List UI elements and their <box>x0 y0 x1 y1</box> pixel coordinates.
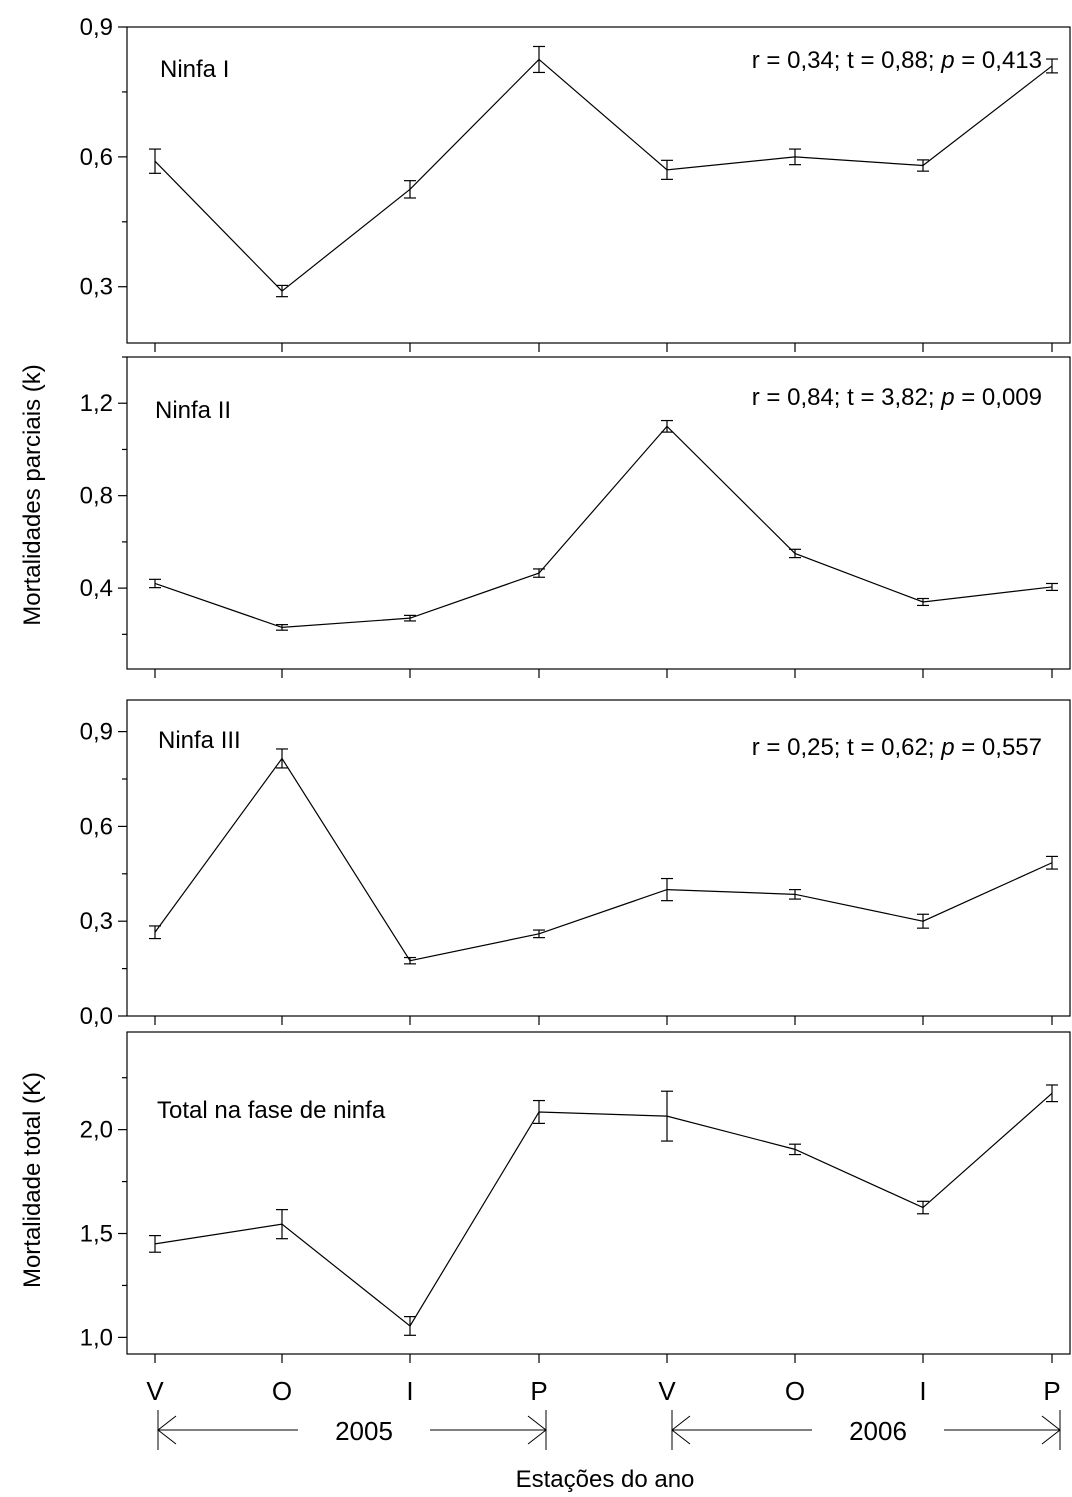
error-bar <box>661 159 673 180</box>
year-span-2005: 2005 <box>157 1410 547 1450</box>
error-bar <box>661 877 673 902</box>
error-bar <box>533 929 545 939</box>
error-bar <box>533 1099 545 1125</box>
y-tick-label: 0,3 <box>80 274 113 301</box>
x-category-label: P <box>530 1376 547 1406</box>
panel-2: 0,4 0,8 1,2 Ninfa II r = 0,84; t = 3,82; p =… <box>80 356 1071 678</box>
error-bar <box>917 1200 929 1215</box>
y-tick-label: 0,9 <box>80 14 113 41</box>
y-tick-label: 1,5 <box>80 1221 113 1248</box>
error-bar <box>533 568 545 578</box>
error-bar <box>917 913 929 929</box>
error-bar <box>1046 58 1058 74</box>
y-tick-label: 0,9 <box>80 719 113 746</box>
error-bar <box>1046 582 1058 592</box>
x-category-label: I <box>406 1376 413 1406</box>
x-category-label: V <box>658 1376 676 1406</box>
error-bar <box>149 925 161 940</box>
panel-4: 1,0 1,5 2,0 Total na fase de ninfa <box>80 1031 1071 1363</box>
series-line <box>154 1092 1053 1327</box>
year-span-2006: 2006 <box>671 1410 1061 1450</box>
x-category-label: I <box>919 1376 926 1406</box>
error-bar <box>789 548 801 559</box>
error-bar <box>1046 855 1058 870</box>
error-bar <box>276 1209 288 1240</box>
series-line <box>154 757 1053 962</box>
y-tick-label: 0,3 <box>80 908 113 935</box>
stat-annotation: r = 0,84; t = 3,82; p = 0,009 <box>752 384 1042 411</box>
y-tick-label: 0,0 <box>80 1003 113 1030</box>
stat-annotation: r = 0,25; t = 0,62; p = 0,557 <box>752 734 1042 761</box>
year-label: 2005 <box>335 1416 393 1446</box>
y-tick-label: 2,0 <box>80 1117 113 1144</box>
panel-label: Ninfa III <box>158 727 241 754</box>
plot-frame <box>126 356 1071 670</box>
stat-annotation: r = 0,34; t = 0,88; p = 0,413 <box>752 47 1042 74</box>
panel-label: Total na fase de ninfa <box>157 1097 386 1124</box>
x-category-label: O <box>272 1376 292 1406</box>
plot-frame <box>126 699 1071 1017</box>
error-bar <box>1046 1084 1058 1103</box>
series-line <box>154 58 1053 292</box>
panel-label: Ninfa II <box>155 397 231 424</box>
error-bar <box>789 148 801 166</box>
error-bar <box>149 1234 161 1253</box>
error-bar <box>661 419 673 433</box>
error-bar <box>661 1090 673 1142</box>
y-tick-label: 0,4 <box>80 575 113 602</box>
error-bar <box>276 748 288 769</box>
x-category-label: P <box>1043 1376 1060 1406</box>
y-tick-label: 1,2 <box>80 390 113 417</box>
error-bar <box>917 159 929 172</box>
error-bar <box>276 284 288 298</box>
year-label: 2006 <box>849 1416 907 1446</box>
plot-frame <box>126 26 1071 344</box>
x-category-label: O <box>785 1376 805 1406</box>
x-axis-title: Estações do ano <box>516 1466 695 1493</box>
error-bar <box>404 614 416 622</box>
error-bar <box>149 148 161 174</box>
error-bar <box>789 1143 801 1156</box>
y-tick-label: 1,0 <box>80 1324 113 1351</box>
y-tick-label: 0,6 <box>80 813 113 840</box>
error-bar <box>404 180 416 199</box>
y-tick-label: 0,8 <box>80 483 113 510</box>
y-tick-label: 0,6 <box>80 144 113 171</box>
series-line <box>154 425 1053 629</box>
panel-3: 0,0 0,3 0,6 0,9 Ninfa III r = 0,25; t = 0,62;… <box>80 699 1071 1030</box>
panel-1: 0,3 0,6 0,9 Ninfa I r = 0,34; t = 0,88; p = … <box>80 14 1071 352</box>
error-bar <box>149 578 161 589</box>
x-category-label: V <box>146 1376 164 1406</box>
y-axis-title-total: Mortalidade total (K) <box>19 1072 46 1288</box>
error-bar <box>404 956 416 965</box>
error-bar <box>404 1316 416 1336</box>
y-axis-title-partial: Mortalidades parciais (k) <box>19 364 46 625</box>
error-bar <box>789 888 801 900</box>
error-bar <box>533 45 545 74</box>
panel-label: Ninfa I <box>160 56 229 83</box>
plot-frame <box>126 1031 1071 1355</box>
error-bar <box>276 624 288 631</box>
error-bar <box>917 597 929 607</box>
